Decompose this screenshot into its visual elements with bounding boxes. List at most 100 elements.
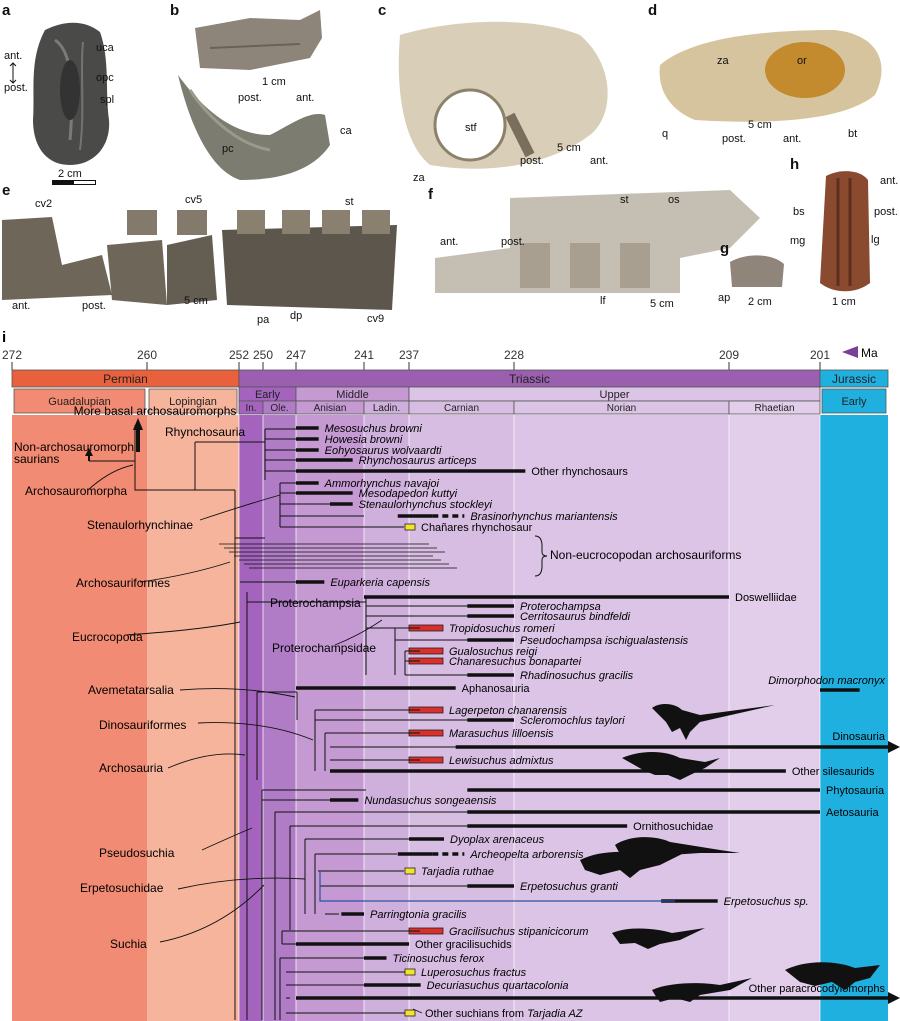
jaw-fossil-lower-b [178, 75, 330, 180]
scale-label-h: 1 cm [832, 296, 856, 308]
time-band-1 [147, 415, 239, 1021]
time-band-4 [296, 415, 364, 1021]
epoch-box-1 [148, 388, 238, 414]
taxon-label-scleromochlus-taylori: Scleromochlus taylori [520, 715, 625, 727]
taxon-label-rhynchosaurus-articeps: Rhynchosaurus articeps [359, 455, 478, 467]
annot-dp: dp [290, 310, 303, 322]
taxon-arrow-icon-dinosauria [888, 741, 900, 753]
osteoderm-fossil-g [730, 255, 784, 287]
time-tick-label-7: 228 [504, 348, 524, 362]
skull-fossil-d [659, 30, 882, 122]
annot-cv2: cv2 [35, 198, 53, 210]
tree-branch-14 [261, 790, 335, 1020]
time-tick-label-6: 237 [399, 348, 419, 362]
clade-label-proterochampsidae: Proterochampsidae [272, 641, 376, 655]
annot-post-e: post. [82, 300, 106, 312]
taxon-label-euparkeria-capensis: Euparkeria capensis [330, 577, 430, 589]
gracilisuchid-silhouette-icon [612, 928, 705, 949]
panel-label-e: e [2, 182, 11, 199]
clade-pointer-6 [197, 722, 314, 741]
taxon-label-eohyosaurus-wolvaardti: Eohyosaurus wolvaardti [325, 445, 442, 457]
taxon-bar-luperosuchus-fractus [404, 968, 416, 976]
taxon-label-ticinosuchus-ferox: Ticinosuchus ferox [393, 953, 485, 965]
clade-pointer-8 [201, 827, 253, 851]
tree-branch-4 [264, 428, 297, 480]
taxon-label-erpetosuchus-granti: Erpetosuchus granti [520, 881, 618, 893]
time-tick-label-3: 250 [253, 348, 273, 362]
time-band-9 [820, 415, 888, 1021]
taxon-label-gracilisuchus-stipanicicorum: Gracilisuchus stipanicicorum [449, 926, 588, 938]
annot-pa: pa [257, 314, 270, 326]
time-tick-label-4: 247 [286, 348, 306, 362]
stage-label-4: Carnian [444, 403, 479, 414]
stage-label-0: In. [245, 403, 256, 414]
time-tick-label-8: 209 [719, 348, 739, 362]
vertebrae-fossil-e [2, 210, 397, 310]
taxon-label-mesosuchus-browni: Mesosuchus browni [325, 423, 423, 435]
taxon-label-other-suchians-from-tarjadia-az: Other suchians from Tarjadia AZ [425, 1008, 584, 1020]
annot-opc: opc [96, 72, 114, 84]
annot-za-c: za [413, 172, 425, 184]
panel-label-a: a [2, 2, 11, 19]
epoch-label-5: Early [841, 396, 867, 408]
annot-lg: lg [871, 234, 880, 246]
panel-label-b: b [170, 2, 180, 19]
taxon-bar-tarjadia-ruthae [404, 867, 416, 875]
taxon-label-mesodapedon-kuttyi: Mesodapedon kuttyi [359, 488, 458, 500]
clade-pointer-3 [124, 621, 241, 636]
period-box-2 [819, 369, 889, 388]
epoch-box-5 [821, 388, 887, 414]
stage-label-5: Norian [607, 403, 636, 414]
clade-label-suchia: Suchia [110, 937, 147, 951]
taxon-label-italic-part: Tarjadia AZ [527, 1008, 584, 1020]
taxon-label-parringtonia-gracilis: Parringtonia gracilis [370, 909, 467, 921]
erpetosuchid-branch-blue [319, 871, 675, 902]
scale-bar-a [52, 180, 96, 185]
annot-ant-h: ant. [880, 175, 899, 187]
annot-ant-d: ant. [783, 133, 802, 145]
clade-label-archosauromorpha: Archosauromorpha [25, 484, 127, 498]
annot-post-b: post. [238, 92, 262, 104]
annot-ant-c: ant. [590, 155, 609, 167]
period-label-2: Jurassic [832, 372, 876, 386]
taxon-label-luperosuchus-fractus: Luperosuchus fractus [421, 967, 527, 979]
taxon-label-tropidosuchus-romeri: Tropidosuchus romeri [449, 623, 555, 635]
annot-mg: mg [790, 235, 806, 247]
taxon-label-other-gracilisuchids: Other gracilisuchids [415, 939, 512, 951]
annot-cv5: cv5 [185, 194, 203, 206]
taxon-label-archeopelta-arborensis: Archeopelta arborensis [469, 849, 584, 861]
scale-label-g: 2 cm [748, 296, 772, 308]
scale-label-a: 2 cm [58, 168, 82, 180]
stage-label-6: Rhaetian [754, 403, 794, 414]
up-arrow-icon-basal [133, 418, 143, 430]
taxon-label-aetosauria: Aetosauria [826, 807, 879, 819]
annot-post-h: post. [874, 206, 898, 218]
taxon-label-pseudochampsa-ischigualastensis: Pseudochampsa ischigualastensis [520, 635, 689, 647]
clade-label-pseudosuchia: Pseudosuchia [99, 846, 175, 860]
annot-st-e: st [345, 196, 354, 208]
clade-label-archosauria: Archosauria [99, 761, 163, 775]
time-band-2 [239, 415, 263, 1021]
epoch-label-4: Upper [600, 389, 630, 401]
taxon-label-plain-part: Other suchians from [425, 1008, 527, 1020]
silesaurid-silhouette-icon [622, 752, 720, 780]
timescaled-phylogeny-chart: i Ma 272 260 252 250 247 241 237 228 209 201 Permian… [2, 330, 900, 1021]
annot-cv9: cv9 [367, 313, 385, 325]
tree-branch-20 [279, 957, 405, 1020]
panel-label-i: i [2, 330, 6, 346]
clade-label-dinosauriformes: Dinosauriformes [99, 718, 186, 732]
clade-label-non-archosauromorph: Non-archosauromorph [14, 440, 134, 454]
clade-label-eucrocopoda: Eucrocopoda [72, 630, 143, 644]
taxon-label-chanaresuchus-bonapartei: Chanaresuchus bonapartei [449, 656, 582, 668]
time-direction-arrow-icon [842, 346, 858, 358]
clade-label-erpetosuchidae: Erpetosuchidae [80, 881, 164, 895]
tooth-fossil-h [820, 171, 870, 292]
clade-pointer-0 [87, 464, 134, 491]
taxon-label-marasuchus-lilloensis: Marasuchus lilloensis [449, 728, 554, 740]
clade-label-rhynchosauria: Rhynchosauria [165, 425, 245, 439]
clade-label-avemetatarsalia: Avemetatarsalia [88, 683, 174, 697]
clade-pointer-5 [179, 688, 296, 698]
annot-lf: lf [600, 295, 606, 307]
annot-st-f: st [620, 194, 629, 206]
panel-label-d: d [648, 2, 658, 19]
